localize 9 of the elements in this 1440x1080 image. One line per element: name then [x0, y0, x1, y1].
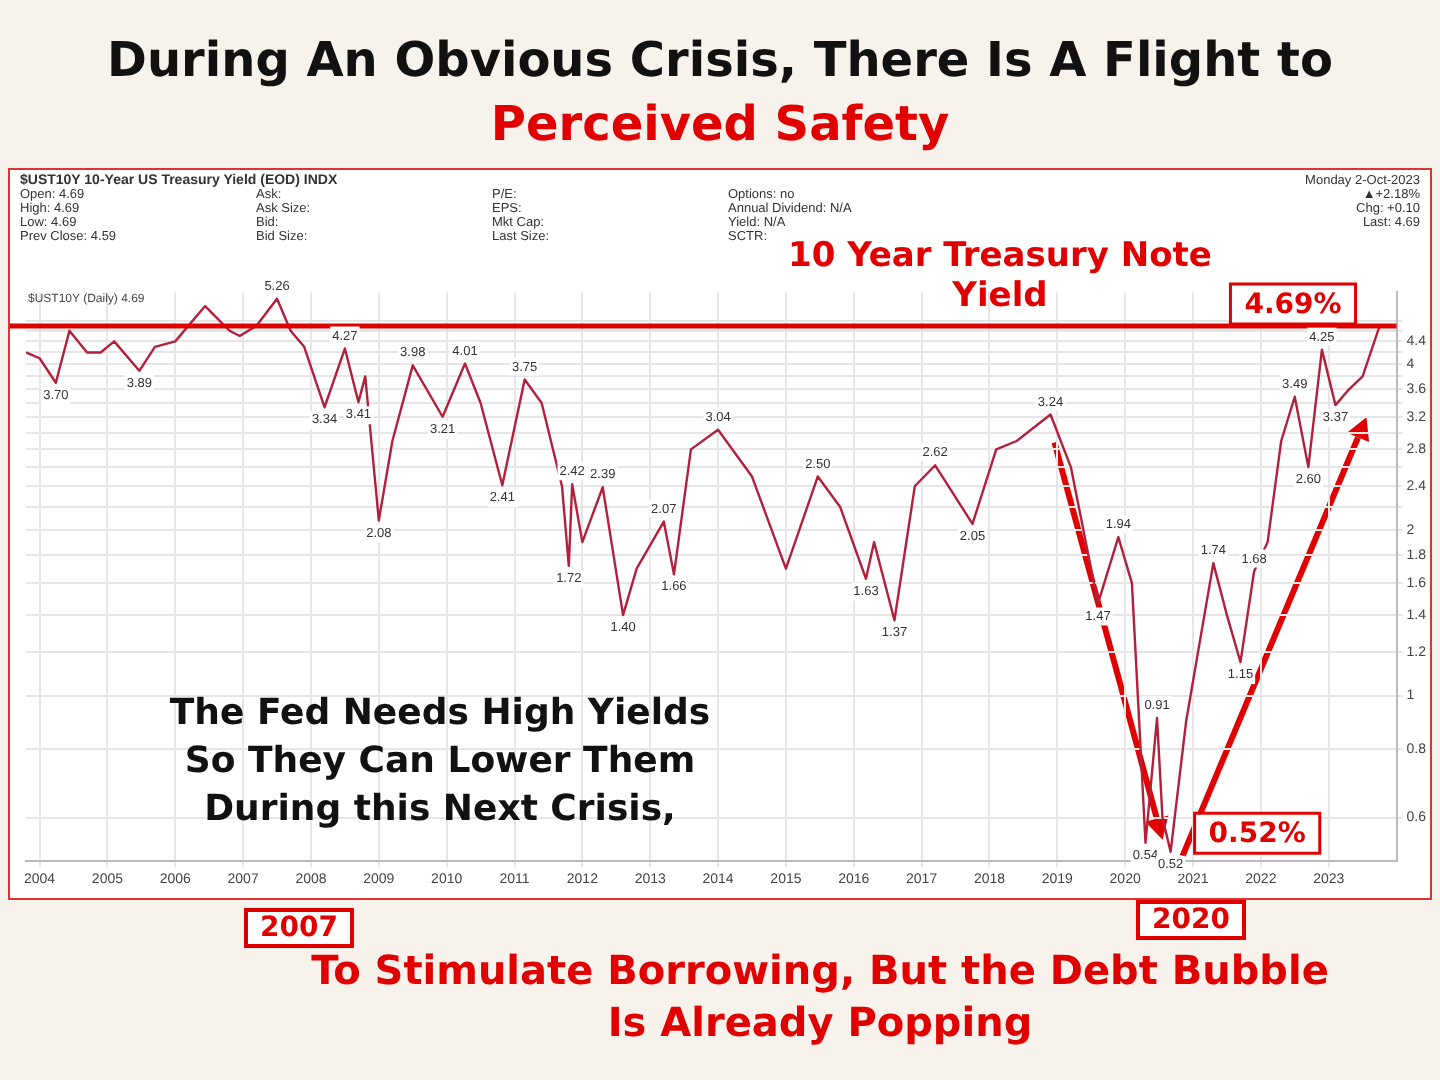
annotation: 4.69%	[1244, 289, 1342, 322]
text: To Stimulate Borrowing, But the Debt Bubble Is Already Popping	[309, 944, 1331, 1048]
annotation: The Fed Needs High Yields So They Can Lower Them During this Next Crisis,	[167, 690, 713, 834]
annotation: 0.52%	[1208, 818, 1306, 851]
text: 2007	[244, 908, 354, 948]
chart-subtitle: Perceived Safety	[488, 94, 952, 156]
chart-title: During An Obvious Crisis, There Is A Flight to	[105, 30, 1335, 92]
annotation: 10 Year Treasury Note Yield	[788, 236, 1212, 316]
text: 2020	[1136, 900, 1246, 940]
